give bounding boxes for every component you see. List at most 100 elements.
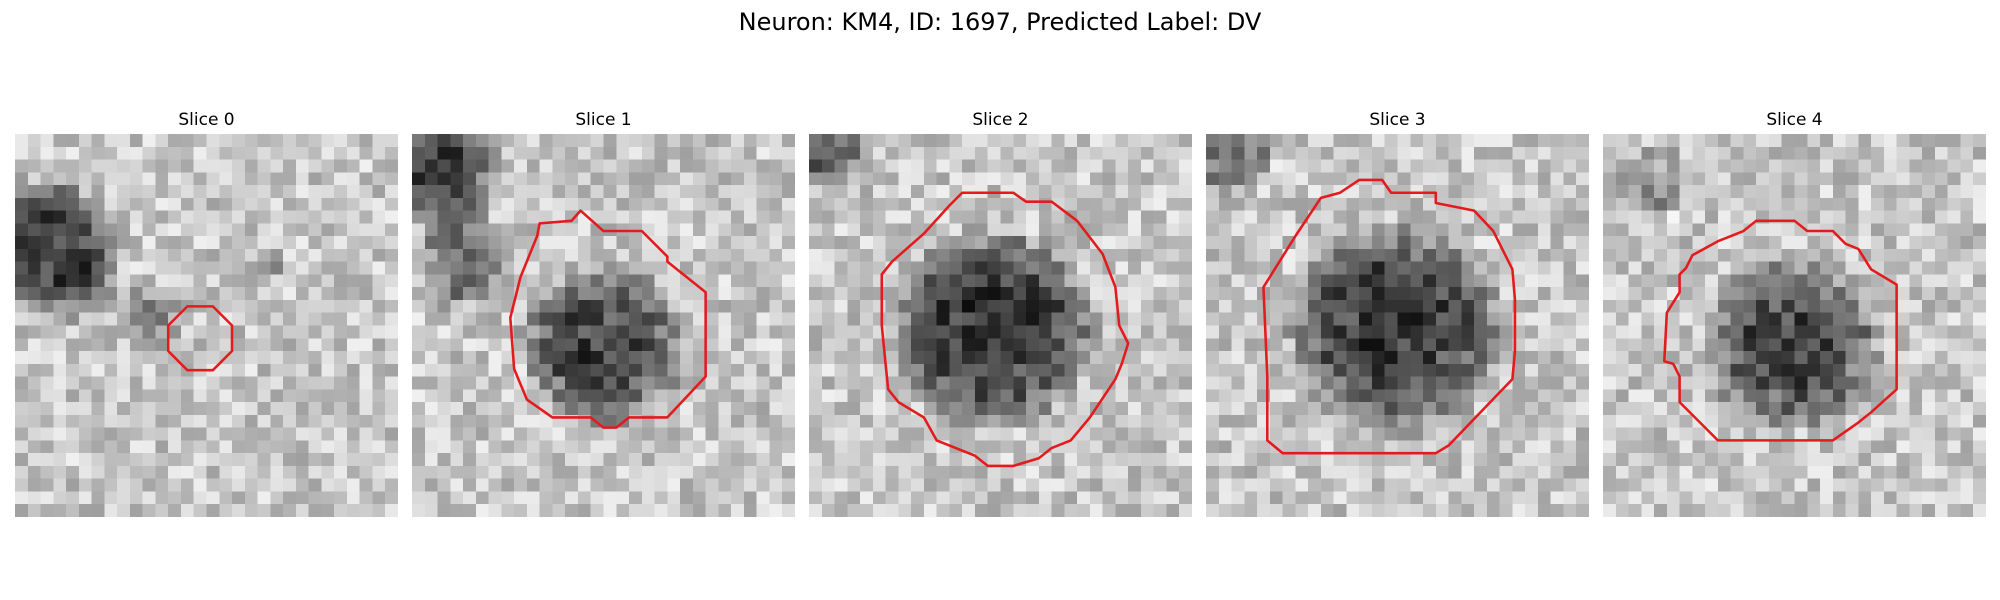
image-pixel xyxy=(15,491,29,505)
image-pixel xyxy=(372,504,386,517)
image-pixel xyxy=(1333,325,1347,339)
image-pixel xyxy=(1768,363,1782,377)
image-pixel xyxy=(1499,159,1513,173)
image-pixel xyxy=(129,223,143,237)
image-pixel xyxy=(1371,338,1385,352)
image-pixel xyxy=(1282,185,1296,199)
image-pixel xyxy=(1077,504,1091,517)
image-pixel xyxy=(412,427,426,441)
image-pixel xyxy=(1973,312,1986,326)
image-pixel xyxy=(1077,363,1091,377)
image-pixel xyxy=(987,248,1001,262)
image-pixel xyxy=(1089,236,1103,250)
image-pixel xyxy=(1871,223,1885,237)
image-pixel xyxy=(295,159,309,173)
image-pixel xyxy=(385,491,398,505)
image-pixel xyxy=(450,197,464,211)
image-pixel xyxy=(155,236,169,250)
image-pixel xyxy=(743,159,757,173)
image-pixel xyxy=(437,287,451,301)
image-pixel xyxy=(847,210,861,224)
image-pixel xyxy=(974,465,988,479)
image-pixel xyxy=(66,236,80,250)
image-pixel xyxy=(782,351,795,365)
image-pixel xyxy=(1692,146,1706,160)
image-pixel xyxy=(603,248,617,262)
image-pixel xyxy=(743,376,757,390)
image-pixel xyxy=(257,478,271,492)
image-pixel xyxy=(1858,478,1872,492)
image-pixel xyxy=(847,287,861,301)
image-pixel xyxy=(40,223,54,237)
image-pixel xyxy=(1359,274,1373,288)
image-pixel xyxy=(1486,465,1500,479)
image-pixel xyxy=(206,440,220,454)
image-pixel xyxy=(1371,427,1385,441)
image-pixel xyxy=(1013,223,1027,237)
image-pixel xyxy=(552,478,566,492)
image-pixel xyxy=(283,504,297,517)
image-pixel xyxy=(168,325,182,339)
image-pixel xyxy=(898,363,912,377)
image-pixel xyxy=(1947,261,1961,275)
image-pixel xyxy=(577,325,591,339)
image-pixel xyxy=(1320,236,1334,250)
image-pixel xyxy=(1883,172,1897,186)
image-pixel xyxy=(1883,159,1897,173)
image-pixel xyxy=(1038,223,1052,237)
slice-panel-4: Slice 4 xyxy=(1603,110,1986,520)
image-pixel xyxy=(962,465,976,479)
image-pixel xyxy=(692,351,706,365)
image-pixel xyxy=(1705,261,1719,275)
image-pixel xyxy=(1756,172,1770,186)
image-pixel xyxy=(1794,236,1808,250)
image-pixel xyxy=(1858,172,1872,186)
image-pixel xyxy=(1000,351,1014,365)
image-pixel xyxy=(257,491,271,505)
image-pixel xyxy=(1883,312,1897,326)
image-pixel xyxy=(501,504,515,517)
image-pixel xyxy=(40,261,54,275)
image-pixel xyxy=(1461,299,1475,313)
image-pixel xyxy=(872,351,886,365)
image-pixel xyxy=(180,376,194,390)
image-pixel xyxy=(244,376,258,390)
image-pixel xyxy=(1218,478,1232,492)
image-pixel xyxy=(654,172,668,186)
image-pixel xyxy=(1295,363,1309,377)
image-pixel xyxy=(1576,427,1589,441)
image-pixel xyxy=(949,465,963,479)
image-pixel xyxy=(692,274,706,288)
image-pixel xyxy=(1410,427,1424,441)
image-pixel xyxy=(1474,491,1488,505)
image-pixel xyxy=(603,427,617,441)
image-pixel xyxy=(1576,287,1589,301)
image-pixel xyxy=(1051,414,1065,428)
image-pixel xyxy=(501,440,515,454)
image-pixel xyxy=(142,376,156,390)
image-pixel xyxy=(1909,172,1923,186)
image-pixel xyxy=(232,389,246,403)
image-pixel xyxy=(463,389,477,403)
image-pixel xyxy=(731,491,745,505)
image-pixel xyxy=(1947,210,1961,224)
image-pixel xyxy=(450,414,464,428)
image-pixel xyxy=(590,248,604,262)
image-pixel xyxy=(847,312,861,326)
image-pixel xyxy=(1576,299,1589,313)
image-pixel xyxy=(129,261,143,275)
image-pixel xyxy=(692,504,706,517)
image-pixel xyxy=(1628,312,1642,326)
image-pixel xyxy=(117,172,131,186)
image-pixel xyxy=(1615,363,1629,377)
image-pixel xyxy=(1231,248,1245,262)
image-pixel xyxy=(1102,440,1116,454)
image-pixel xyxy=(860,363,874,377)
image-pixel xyxy=(359,414,373,428)
image-pixel xyxy=(911,159,925,173)
image-pixel xyxy=(514,325,528,339)
slice-image xyxy=(15,134,398,517)
image-pixel xyxy=(1474,338,1488,352)
image-pixel xyxy=(1166,172,1180,186)
image-pixel xyxy=(117,389,131,403)
